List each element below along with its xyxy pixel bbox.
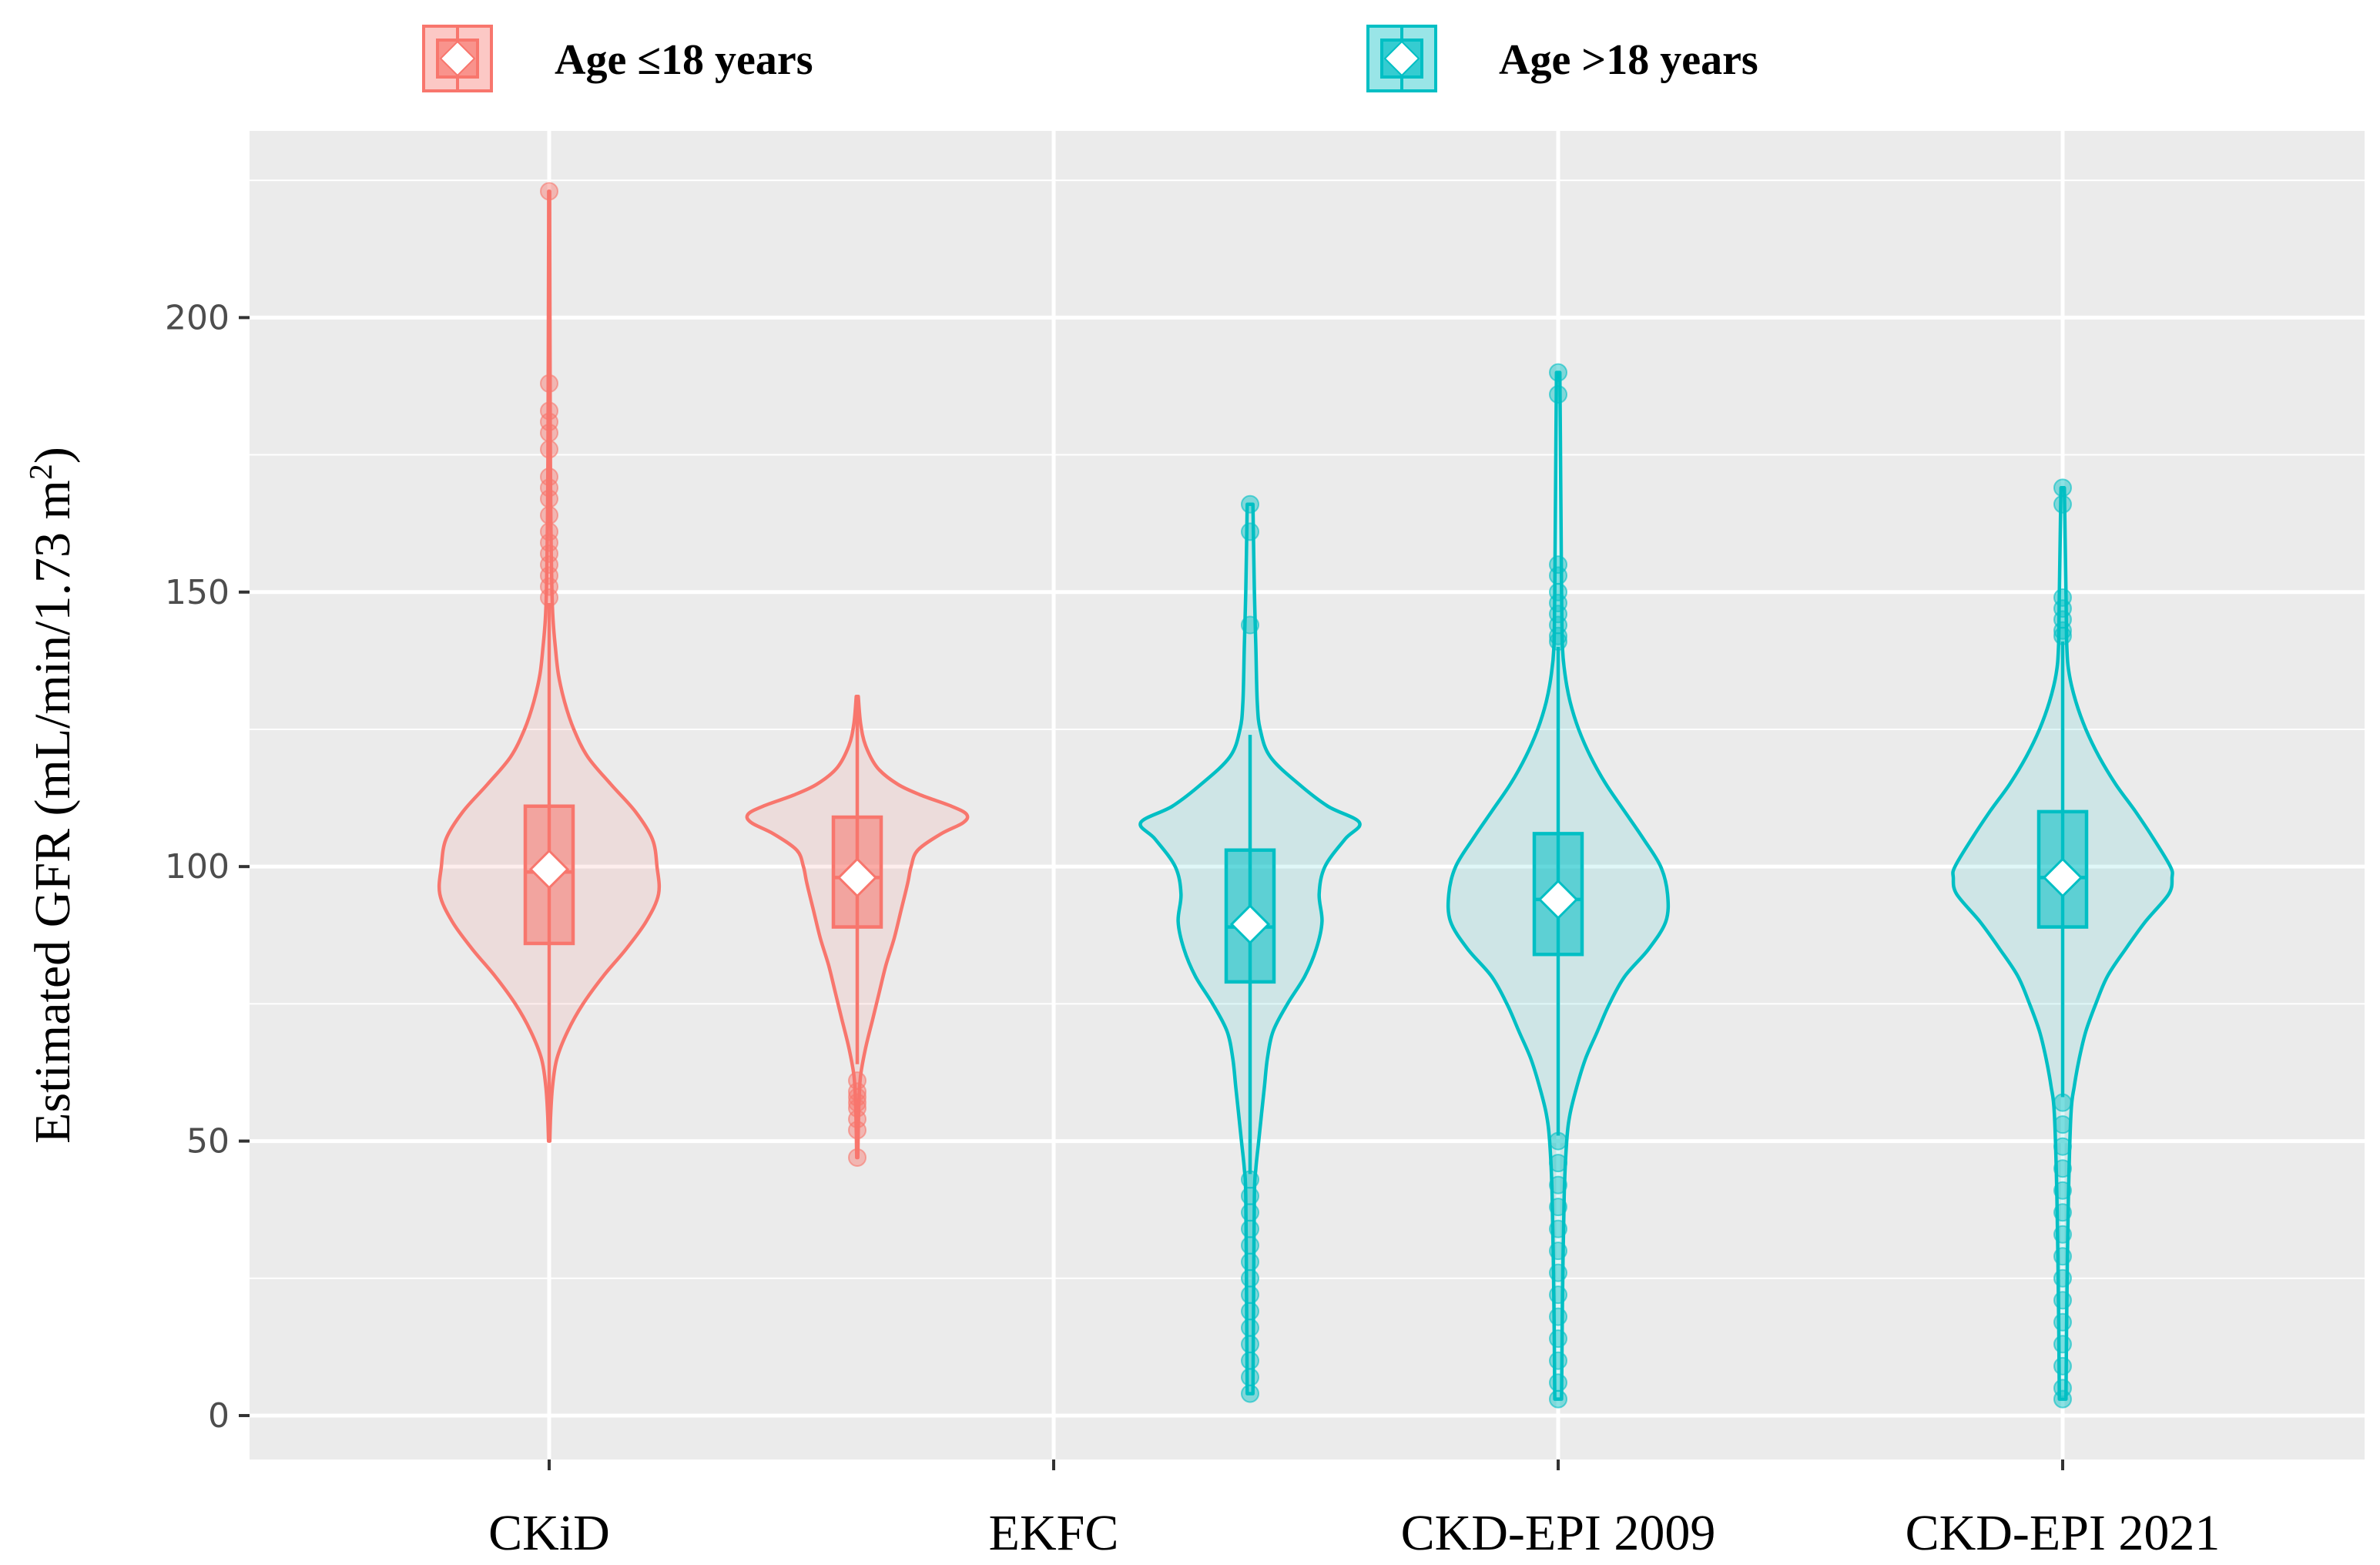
outlier-point xyxy=(2053,1268,2072,1288)
outlier-point xyxy=(540,505,558,524)
outlier-point xyxy=(2053,1181,2072,1200)
x-axis: CKiD EKFC CKD-EPI 2009 CKD-EPI 2021 xyxy=(488,1459,2220,1561)
outlier-point xyxy=(1241,1268,1259,1288)
outlier-point xyxy=(1549,1263,1567,1282)
outlier-point xyxy=(2053,626,2072,645)
y-tick-label: 200 xyxy=(165,298,230,337)
violins xyxy=(437,182,2174,1409)
outlier-point xyxy=(540,182,558,201)
x-tick-label: CKD-EPI 2009 xyxy=(1401,1505,1716,1561)
outlier-point xyxy=(1241,1186,1259,1205)
outlier-point xyxy=(1549,1307,1567,1326)
y-axis: 0 50 100 150 200 xyxy=(165,298,250,1436)
violin-group-ckid xyxy=(437,182,662,1143)
violin-group-ekfc xyxy=(1138,494,1362,1403)
outlier-point xyxy=(1241,494,1259,514)
outlier-point xyxy=(2053,1356,2072,1376)
y-axis-label: Estimated GFR (mL/min/1.73 m2) xyxy=(24,447,81,1144)
outlier-point xyxy=(540,440,558,459)
mean-marker xyxy=(528,849,570,890)
outlier-point xyxy=(1549,1351,1567,1370)
outlier-point xyxy=(1549,632,1567,651)
outlier-point xyxy=(848,1148,867,1167)
outlier-point xyxy=(1241,615,1259,635)
outlier-point xyxy=(1241,1252,1259,1272)
outlier-point xyxy=(1241,1351,1259,1370)
outlier-point xyxy=(1241,1335,1259,1354)
violin-group-ckd-epi-2021 xyxy=(1951,478,2174,1409)
outlier-point xyxy=(2053,1335,2072,1354)
outlier-point xyxy=(848,1121,867,1140)
legend-key-diamond xyxy=(1383,40,1420,77)
mean-marker xyxy=(1537,879,1579,920)
outlier-point xyxy=(1549,626,1567,645)
outlier-point xyxy=(1241,1302,1259,1321)
y-tick-label: 0 xyxy=(208,1396,230,1436)
outlier-point xyxy=(1241,1368,1259,1387)
outlier-point xyxy=(2053,1312,2072,1332)
outlier-point xyxy=(2053,478,2072,498)
outlier-point xyxy=(1549,566,1567,585)
legend-key-age-le18 xyxy=(422,25,493,92)
outlier-point xyxy=(1241,1285,1259,1305)
outlier-point xyxy=(1241,1203,1259,1222)
y-axis-label-main: Estimated GFR (mL/min/1.73 m xyxy=(25,480,81,1144)
outlier-point xyxy=(1549,1242,1567,1261)
outlier-point xyxy=(1549,1198,1567,1217)
outlier-point xyxy=(1549,1389,1567,1409)
x-tick-label: EKFC xyxy=(989,1505,1119,1561)
outlier-point xyxy=(1549,1219,1567,1238)
outlier-point xyxy=(1241,1236,1259,1255)
y-axis-label-close: ) xyxy=(25,447,81,464)
violin-group-ekfc xyxy=(745,694,970,1167)
x-tick-label: CKD-EPI 2021 xyxy=(1906,1505,2221,1561)
outlier-point xyxy=(2053,1389,2072,1409)
outlier-point xyxy=(1241,1318,1259,1337)
outlier-point xyxy=(1241,1170,1259,1189)
outlier-point xyxy=(2053,494,2072,514)
outlier-point xyxy=(1549,1154,1567,1173)
outlier-point xyxy=(1549,1373,1567,1392)
outlier-point xyxy=(540,489,558,508)
outlier-point xyxy=(2053,1093,2072,1112)
outlier-point xyxy=(2053,1203,2072,1222)
y-tick-label: 50 xyxy=(186,1122,230,1161)
outlier-point xyxy=(540,374,558,393)
legend: Age ≤18 years Age >18 years xyxy=(422,25,1758,92)
outlier-point xyxy=(1549,1285,1567,1305)
legend-label: Age ≤18 years xyxy=(555,36,813,84)
outlier-point xyxy=(1549,1175,1567,1195)
outlier-point xyxy=(2053,1115,2072,1134)
outlier-point xyxy=(540,588,558,607)
outlier-point xyxy=(1241,522,1259,541)
outlier-point xyxy=(540,424,558,443)
mean-marker xyxy=(2042,857,2083,898)
y-tick-label: 100 xyxy=(165,847,230,886)
x-tick-label: CKiD xyxy=(488,1505,610,1561)
outlier-point xyxy=(1241,1219,1259,1238)
legend-key-diamond xyxy=(439,40,476,77)
outlier-point xyxy=(1241,1384,1259,1403)
outlier-point xyxy=(2053,1137,2072,1156)
outlier-point xyxy=(2053,1247,2072,1266)
legend-key-age-gt18 xyxy=(1366,25,1437,92)
outlier-point xyxy=(2053,1225,2072,1244)
outlier-point xyxy=(1549,1329,1567,1349)
plot-panel xyxy=(250,131,2365,1459)
outlier-point xyxy=(1549,363,1567,382)
outlier-point xyxy=(2053,621,2072,640)
mean-marker xyxy=(1229,903,1271,945)
y-axis-label-superscript: 2 xyxy=(24,464,59,480)
outlier-point xyxy=(2053,1291,2072,1310)
outlier-point xyxy=(2053,1159,2072,1178)
outlier-point xyxy=(1549,1131,1567,1151)
mean-marker xyxy=(836,857,878,898)
violin-group-ckd-epi-2009 xyxy=(1446,363,1671,1409)
y-tick-label: 150 xyxy=(165,573,230,612)
legend-label: Age >18 years xyxy=(1499,36,1758,84)
outlier-point xyxy=(1549,385,1567,404)
